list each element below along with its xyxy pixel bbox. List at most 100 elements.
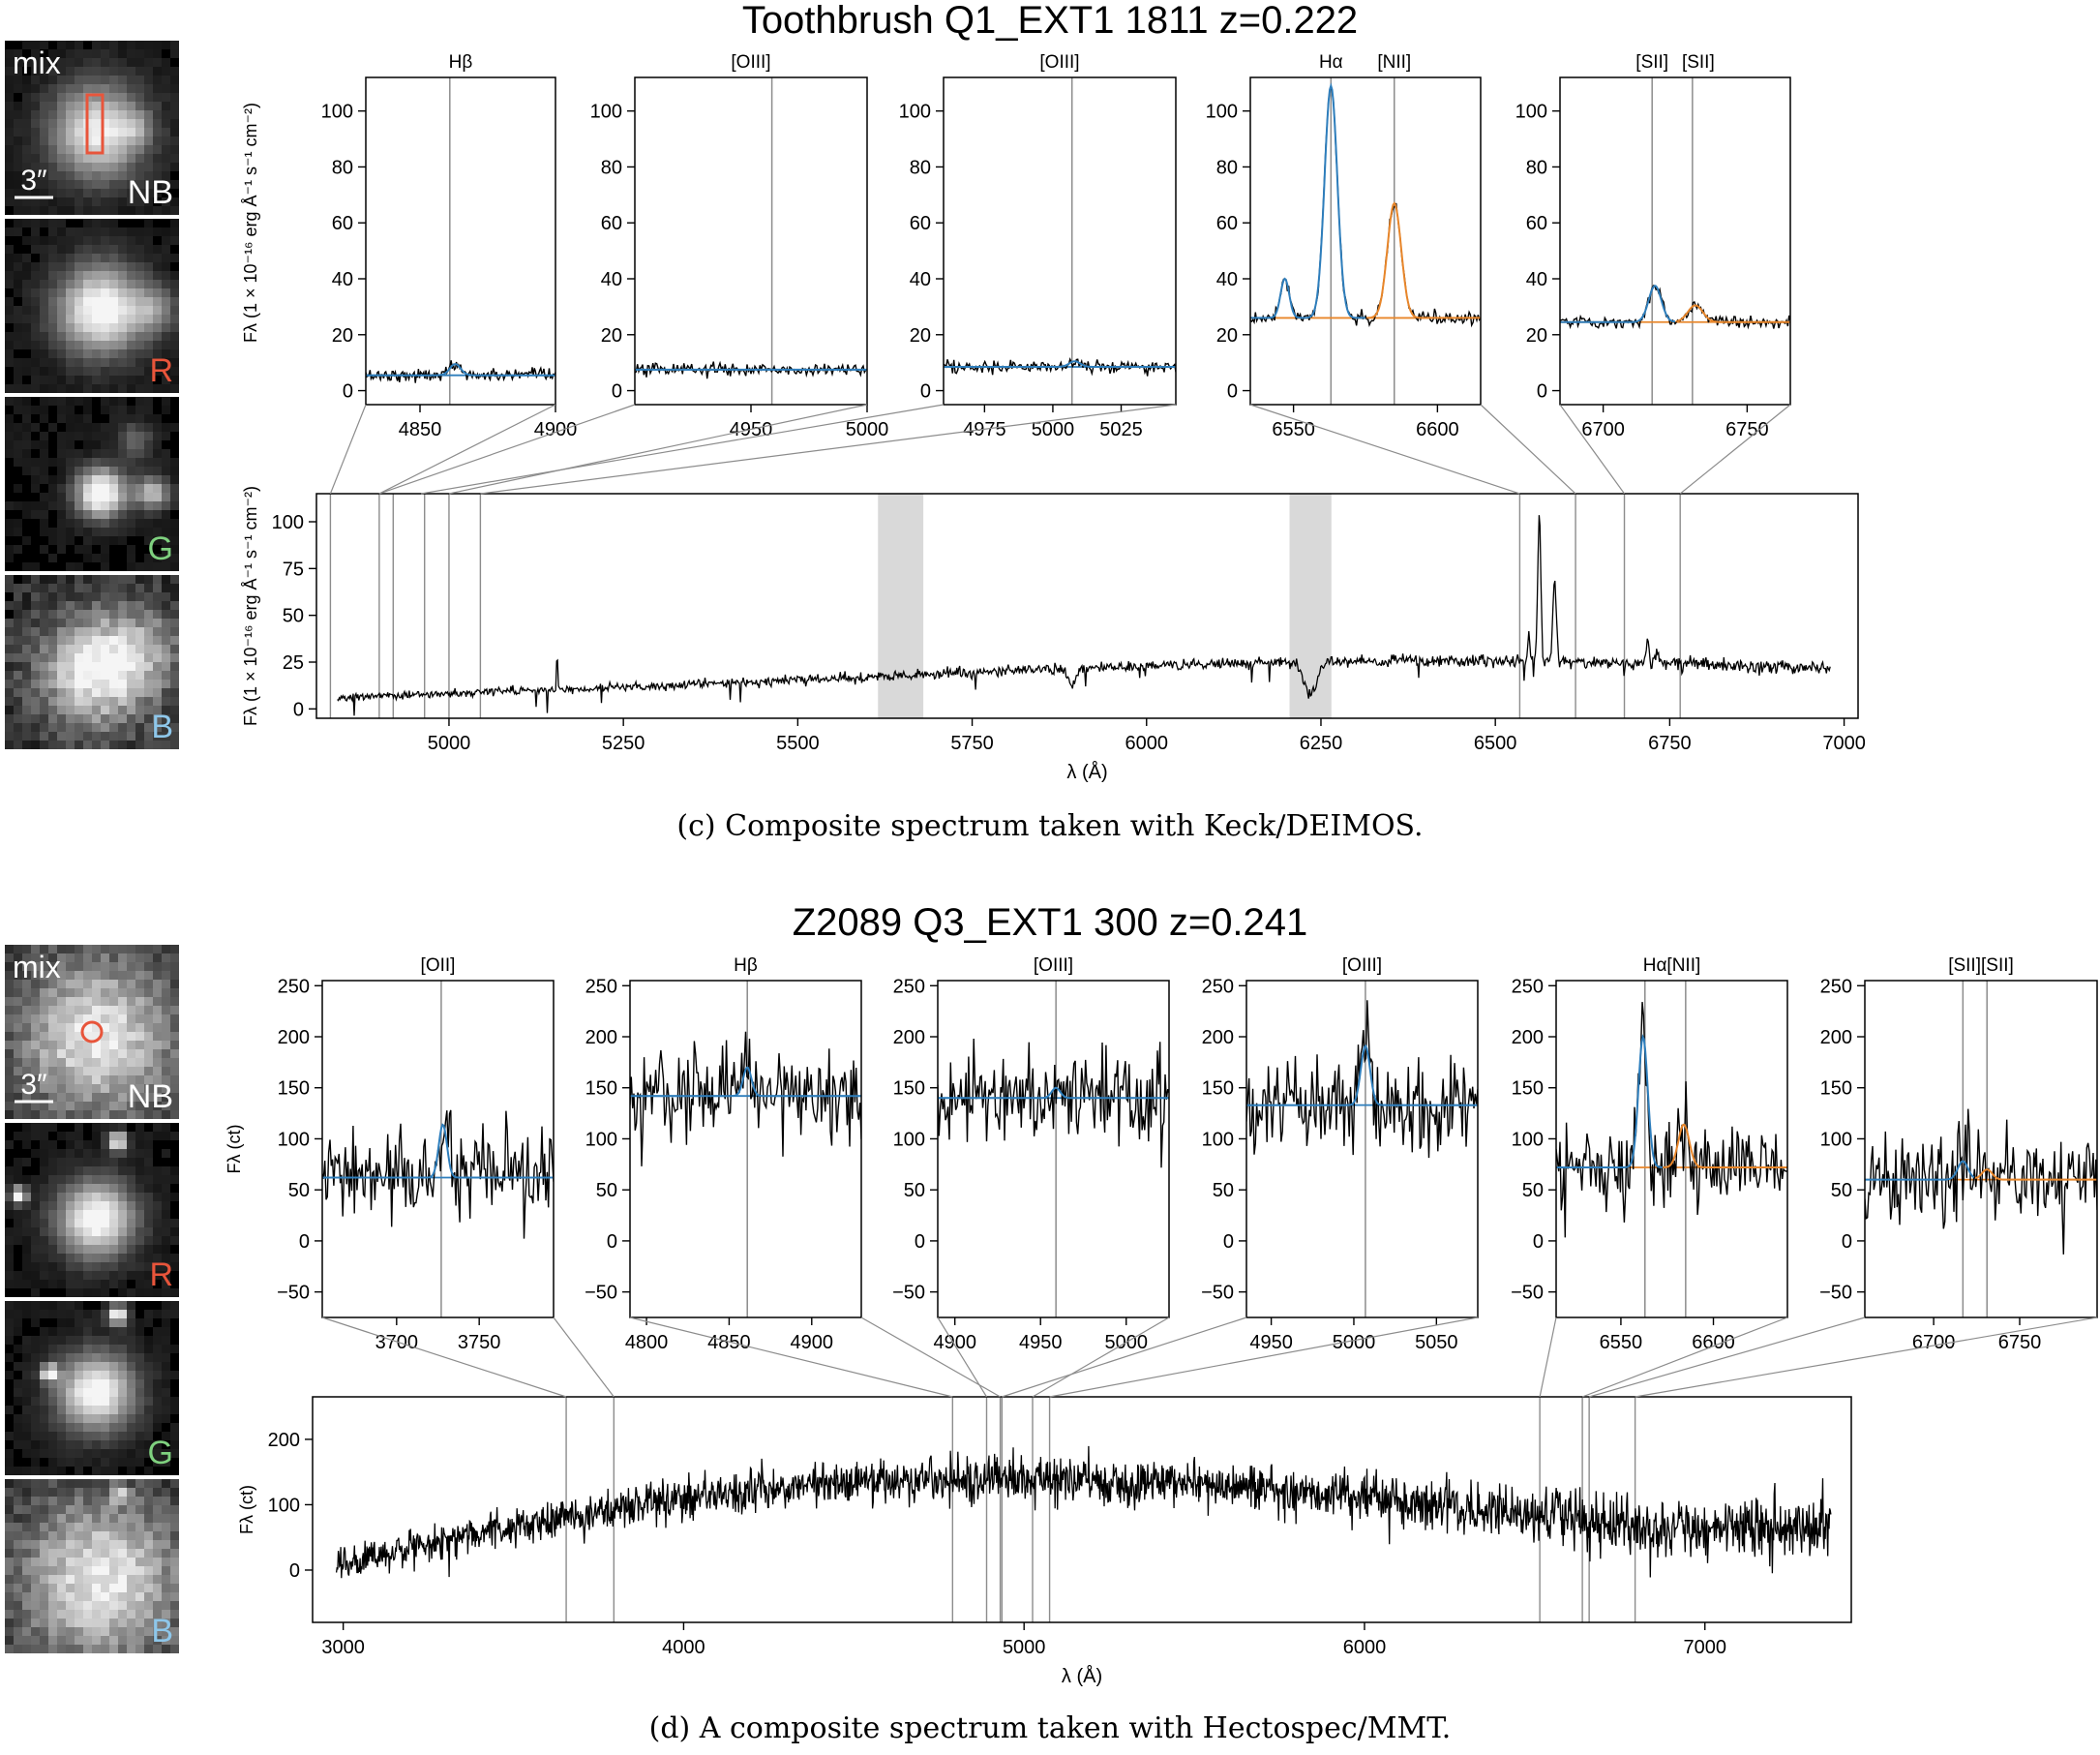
thumbnail-pixel [48,1271,57,1280]
thumbnail-pixel [75,1388,83,1397]
thumbnail-pixel [109,1345,118,1353]
thumbnail-pixel [83,1397,92,1406]
thumbnail-pixel [31,1497,40,1505]
thumbnail-pixel [127,1193,135,1201]
thumbnail-pixel [48,262,57,271]
thumbnail-pixel [31,1558,40,1566]
thumbnail-pixel [22,1414,31,1423]
thumbnail-pixel [101,449,109,458]
thumbnail-pixel [135,262,144,271]
thumbnail-pixel [101,1014,109,1023]
thumbnail-pixel [92,1166,101,1175]
thumbnail-pixel [144,288,153,297]
thumbnail-pixel [135,653,144,662]
thumbnail-pixel [66,349,75,358]
thumbnail-pixel [135,119,144,128]
thumbnail-pixel [83,358,92,367]
thumbnail-pixel [83,662,92,671]
thumbnail-pixel [162,680,170,688]
fiber-aperture [80,1020,104,1044]
thumbnail-pixel [162,554,170,562]
thumbnail-pixel [153,1592,162,1601]
thumbnail-pixel [109,680,118,688]
thumbnail-pixel [48,332,57,341]
thumbnail-pixel [5,706,14,714]
inset-frame [365,76,556,406]
y-tick-label: 50 [283,606,304,627]
thumbnail-pixel [83,306,92,315]
thumbnail-pixel [22,1566,31,1575]
thumbnail-pixel [48,1140,57,1149]
thumbnail-pixel [101,627,109,636]
thumbnail-pixel [66,706,75,714]
thumbnail-pixel [135,1423,144,1432]
thumbnail-pixel [5,136,14,145]
thumbnail-pixel [135,980,144,988]
thumbnail-pixel [109,406,118,414]
thumbnail-pixel [144,645,153,653]
thumbnail-pixel [5,1236,14,1245]
thumbnail-pixel [40,1254,48,1262]
thumbnail-pixel [127,662,135,671]
thumbnail-pixel [101,1102,109,1110]
thumbnail-pixel [48,1023,57,1032]
thumbnail-pixel [118,732,127,741]
thumbnail-pixel [127,458,135,467]
thumbnail-pixel [75,501,83,510]
thumbnail-pixel [31,988,40,997]
zoom-connector [421,404,945,495]
thumbnail-pixel [162,254,170,262]
thumbnail-pixel [127,1345,135,1353]
thumbnail-pixel [40,1201,48,1210]
thumbnail-pixel [162,962,170,971]
thumbnail-pixel [31,1093,40,1102]
thumbnail-pixel [127,1406,135,1414]
thumbnail-pixel [14,1362,22,1371]
thumbnail-pixel [92,627,101,636]
thumbnail-pixel [75,980,83,988]
thumbnail-pixel [14,458,22,467]
thumbnail-pixel [170,1102,179,1110]
thumbnail-pixel [22,219,31,227]
thumbnail-pixel [31,1271,40,1280]
thumbnail-pixel [75,49,83,58]
thumbnail-pixel [135,432,144,440]
thumbnail-pixel [144,732,153,741]
thumbnail-pixel [14,501,22,510]
thumbnail-pixel [144,1014,153,1023]
thumbnail-pixel [101,688,109,697]
thumbnail-pixel [170,475,179,484]
x-tick-label: 4950 [1249,1332,1293,1353]
thumbnail-pixel [92,1371,101,1379]
thumbnail-pixel [66,1610,75,1619]
thumbnail-pixel [40,1449,48,1458]
thumbnail-pixel [66,163,75,171]
thumbnail-pixel [92,467,101,475]
thumbnail-pixel [170,1497,179,1505]
thumbnail-pixel [162,1193,170,1201]
thumbnail-pixel [83,449,92,458]
inset-frame [629,980,862,1318]
thumbnail-pixel [101,219,109,227]
thumbnail-pixel [127,971,135,980]
thumbnail-pixel [135,110,144,119]
y-tick-label: 100 [893,1129,925,1150]
thumbnail-pixel [22,1479,31,1488]
thumbnail-pixel [101,280,109,288]
thumbnail-pixel [101,601,109,610]
thumbnail-pixel [162,280,170,288]
thumbnail-pixel [144,1449,153,1458]
thumbnail-pixel [135,1488,144,1497]
thumbnail-pixel [22,671,31,680]
thumbnail-pixel [75,1318,83,1327]
thumbnail-pixel [144,467,153,475]
thumbnail-pixel [162,1488,170,1497]
thumbnail-pixel [109,1110,118,1119]
thumbnail-pixel [40,102,48,110]
thumbnail-pixel [57,741,66,749]
thumbnail-pixel [162,1336,170,1345]
thumbnail-pixel [75,1210,83,1219]
thumbnail-pixel [135,619,144,627]
thumbnail-pixel [118,323,127,332]
thumbnail-pixel [144,945,153,953]
